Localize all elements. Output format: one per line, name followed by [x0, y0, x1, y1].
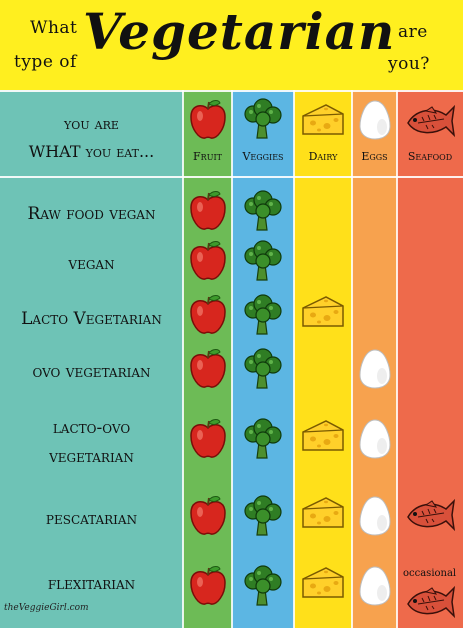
column-label-fruit: Fruit: [193, 150, 222, 163]
cheese-icon: [300, 565, 346, 605]
row-label-lacto-ovo-line2: vegetarian: [49, 447, 134, 467]
broccoli-icon: [241, 98, 285, 146]
title-you: you?: [388, 54, 430, 74]
row-label-ovo-vegetarian: ovo vegetarian: [32, 362, 151, 382]
apple-icon: [188, 99, 228, 145]
egg-icon: [358, 495, 392, 541]
title-are: are: [398, 22, 428, 42]
fish-icon: [404, 582, 456, 624]
fish-icon: [404, 101, 456, 143]
column-divider: [293, 90, 295, 628]
table-title-line1: you are: [64, 114, 119, 133]
header-rule: [0, 90, 463, 92]
column-label-veggies: Veggies: [242, 150, 284, 163]
broccoli-icon: [241, 294, 285, 342]
cheese-icon: [300, 418, 346, 458]
row-label-lacto-ovo-line1: lacto-ovo: [52, 418, 131, 438]
column-label-eggs: Eggs: [361, 150, 388, 163]
egg-icon: [358, 348, 392, 394]
cheese-icon: [300, 495, 346, 535]
broccoli-icon: [241, 240, 285, 288]
apple-icon: [188, 294, 228, 340]
apple-icon: [188, 190, 228, 236]
title-type-of: type of: [14, 52, 77, 72]
egg-icon: [358, 565, 392, 611]
cheese-icon: [300, 102, 346, 142]
apple-icon: [188, 348, 228, 394]
broccoli-icon: [241, 565, 285, 613]
dairy-column: [294, 90, 352, 628]
logo: theVeggieGirl.com: [4, 603, 89, 613]
row-label-vegan: vegan: [68, 254, 115, 274]
apple-icon: [188, 495, 228, 541]
table-header-rule: [0, 176, 463, 178]
broccoli-icon: [241, 495, 285, 543]
seafood-column: [397, 90, 463, 628]
apple-icon: [188, 240, 228, 286]
title-what: What: [30, 18, 78, 38]
column-divider: [351, 90, 353, 628]
broccoli-icon: [241, 418, 285, 466]
egg-icon: [358, 418, 392, 464]
row-label-lacto-vegetarian: Lacto Vegetarian: [21, 309, 162, 329]
cheese-icon: [300, 294, 346, 334]
fish-icon: [404, 495, 456, 537]
apple-icon: [188, 565, 228, 611]
broccoli-icon: [241, 348, 285, 396]
column-divider: [182, 90, 184, 628]
row-label-flexitarian: flexitarian: [47, 574, 136, 594]
row-label-pescatarian: pescatarian: [45, 509, 138, 529]
column-label-seafood: Seafood: [407, 150, 453, 163]
title-vegetarian: Vegetarian: [83, 2, 396, 61]
table-title-line2: WHAT you eat...: [28, 142, 155, 161]
title-banner: What type of Vegetarian are you?: [0, 0, 463, 90]
broccoli-icon: [241, 190, 285, 238]
apple-icon: [188, 418, 228, 464]
occasional-note: occasional: [403, 568, 457, 579]
column-divider: [231, 90, 233, 628]
column-divider: [396, 90, 398, 628]
row-label-raw-food-vegan: Raw food vegan: [27, 204, 156, 224]
egg-icon: [358, 99, 392, 145]
column-label-dairy: Dairy: [308, 150, 338, 163]
